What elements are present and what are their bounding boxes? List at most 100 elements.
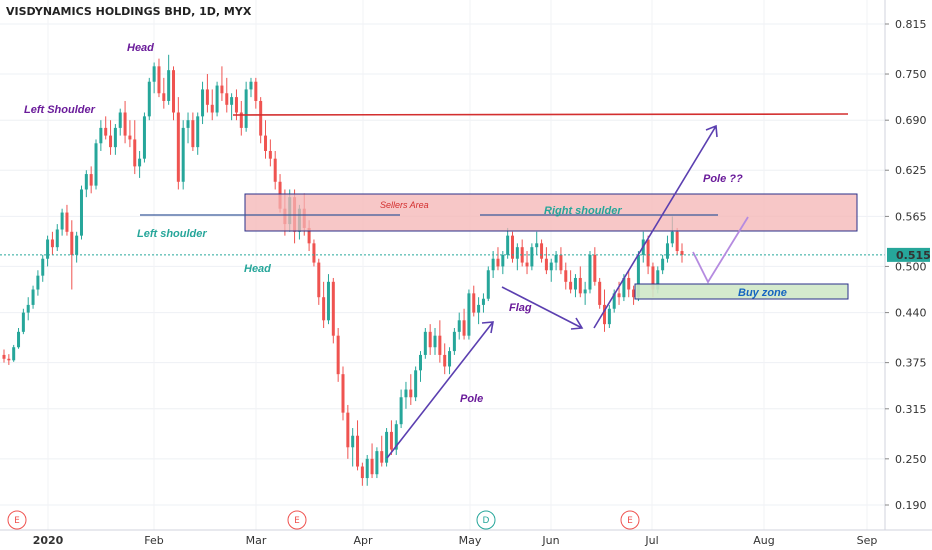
x-tick-label: Aug bbox=[753, 534, 774, 547]
candle-body bbox=[559, 254, 563, 271]
candle-body bbox=[646, 239, 650, 267]
candle-body bbox=[181, 127, 185, 182]
candle-body bbox=[26, 304, 30, 313]
y-tick-label: 0.750 bbox=[895, 68, 927, 81]
sellers-area-zone[interactable] bbox=[244, 193, 858, 232]
annotation-pole-target: Pole ?? bbox=[703, 173, 743, 185]
candle-body bbox=[326, 281, 330, 321]
candle-body bbox=[389, 431, 393, 450]
candle-body bbox=[167, 70, 171, 101]
candle-body bbox=[109, 135, 113, 148]
candle-body bbox=[569, 281, 573, 290]
candle-body bbox=[501, 254, 505, 267]
candle-body bbox=[205, 89, 209, 105]
candle-body bbox=[564, 270, 568, 282]
grid bbox=[0, 0, 885, 530]
y-tick-label: 0.815 bbox=[895, 18, 927, 31]
candle-body bbox=[12, 347, 16, 361]
annotation-head-top: Head bbox=[127, 42, 154, 54]
candle-body bbox=[79, 189, 83, 236]
candle-body bbox=[336, 335, 340, 375]
candle-body bbox=[544, 258, 548, 271]
last-price-label: 0.515 bbox=[896, 249, 931, 262]
y-tick-label: 0.565 bbox=[895, 210, 927, 223]
buy-zone[interactable] bbox=[634, 283, 849, 300]
candle-body bbox=[123, 112, 127, 136]
candle-body bbox=[7, 358, 11, 361]
candle-body bbox=[225, 93, 229, 105]
event-marker[interactable] bbox=[476, 510, 496, 530]
candle-body bbox=[307, 227, 311, 244]
candle-body bbox=[244, 89, 248, 128]
y-tick-label: 0.315 bbox=[895, 403, 927, 416]
candle-body bbox=[152, 66, 156, 82]
candle-body bbox=[481, 298, 485, 305]
flag-arrow-head bbox=[570, 317, 584, 330]
candle-body bbox=[249, 81, 253, 90]
flag-arrow[interactable] bbox=[501, 286, 583, 329]
event-marker[interactable] bbox=[287, 510, 307, 530]
x-tick-label: 2020 bbox=[33, 534, 64, 547]
annotation-left-shoulder-mid: Left shoulder bbox=[137, 228, 207, 240]
pole-arrow-lower[interactable] bbox=[386, 321, 494, 459]
x-tick-label: Jun bbox=[541, 534, 559, 547]
candle-body bbox=[428, 331, 432, 348]
price-axis[interactable]: 0.815 0.750 0.690 0.625 0.565 0.500 0.440 0.375… bbox=[885, 18, 927, 512]
chart-title: VISDYNAMICS HOLDINGS BHD, 1D, MYX bbox=[6, 5, 252, 18]
candle-body bbox=[317, 262, 321, 298]
candle-body bbox=[21, 312, 25, 332]
candle-body bbox=[612, 293, 616, 309]
pole-arrow-upper-head bbox=[705, 124, 718, 138]
candle-body bbox=[380, 451, 384, 463]
candle-body bbox=[89, 174, 93, 186]
resistance-line[interactable] bbox=[232, 113, 849, 116]
candle-body bbox=[220, 85, 224, 94]
event-marker-label: D bbox=[483, 516, 490, 526]
candle-body bbox=[162, 93, 166, 101]
candle-body bbox=[210, 104, 214, 113]
candle-body bbox=[617, 293, 621, 298]
candle-body bbox=[50, 239, 54, 248]
last-price-badge: 0.515 bbox=[887, 247, 931, 262]
candle-body bbox=[665, 243, 669, 259]
time-axis[interactable]: 2020 Feb Mar Apr May Jun Jul Aug Sep bbox=[33, 534, 878, 547]
candle-body bbox=[399, 397, 403, 425]
candle-body bbox=[448, 351, 452, 367]
event-marker[interactable] bbox=[620, 510, 640, 530]
candle-body bbox=[259, 100, 263, 136]
candle-body bbox=[578, 277, 582, 294]
event-marker[interactable] bbox=[7, 510, 27, 530]
candle-body bbox=[414, 370, 418, 398]
candle-body bbox=[670, 231, 674, 244]
drawings: Head Left Shoulder Left shoulder Head Ri… bbox=[0, 42, 885, 459]
annotation-right-shoulder: Right shoulder bbox=[544, 205, 622, 217]
candle-body bbox=[607, 308, 611, 325]
candle-body bbox=[598, 281, 602, 305]
candle-body bbox=[55, 229, 59, 248]
candle-body bbox=[157, 66, 161, 94]
candle-body bbox=[651, 266, 655, 290]
candle-body bbox=[554, 254, 558, 263]
candle-body bbox=[268, 150, 272, 159]
candle-body bbox=[472, 293, 476, 313]
candle-body bbox=[632, 289, 636, 298]
candle-body bbox=[525, 262, 529, 267]
candle-body bbox=[452, 331, 456, 352]
candle-body bbox=[2, 354, 6, 359]
event-marker-label: E bbox=[14, 516, 20, 526]
candle-body bbox=[370, 458, 374, 475]
candle-body bbox=[176, 112, 180, 182]
projected-path[interactable] bbox=[692, 216, 749, 284]
y-tick-label: 0.375 bbox=[895, 357, 927, 370]
candle-body bbox=[70, 231, 74, 255]
candle-body bbox=[506, 235, 510, 255]
candle-body bbox=[535, 243, 539, 248]
pole-arrow-upper[interactable] bbox=[593, 125, 717, 329]
event-marker-label: E bbox=[294, 516, 300, 526]
candle-body bbox=[191, 120, 195, 148]
candle-body bbox=[36, 275, 40, 290]
candle-body bbox=[385, 431, 389, 463]
candle-body bbox=[588, 254, 592, 290]
candle-body bbox=[113, 127, 117, 148]
candle-body bbox=[622, 277, 626, 298]
